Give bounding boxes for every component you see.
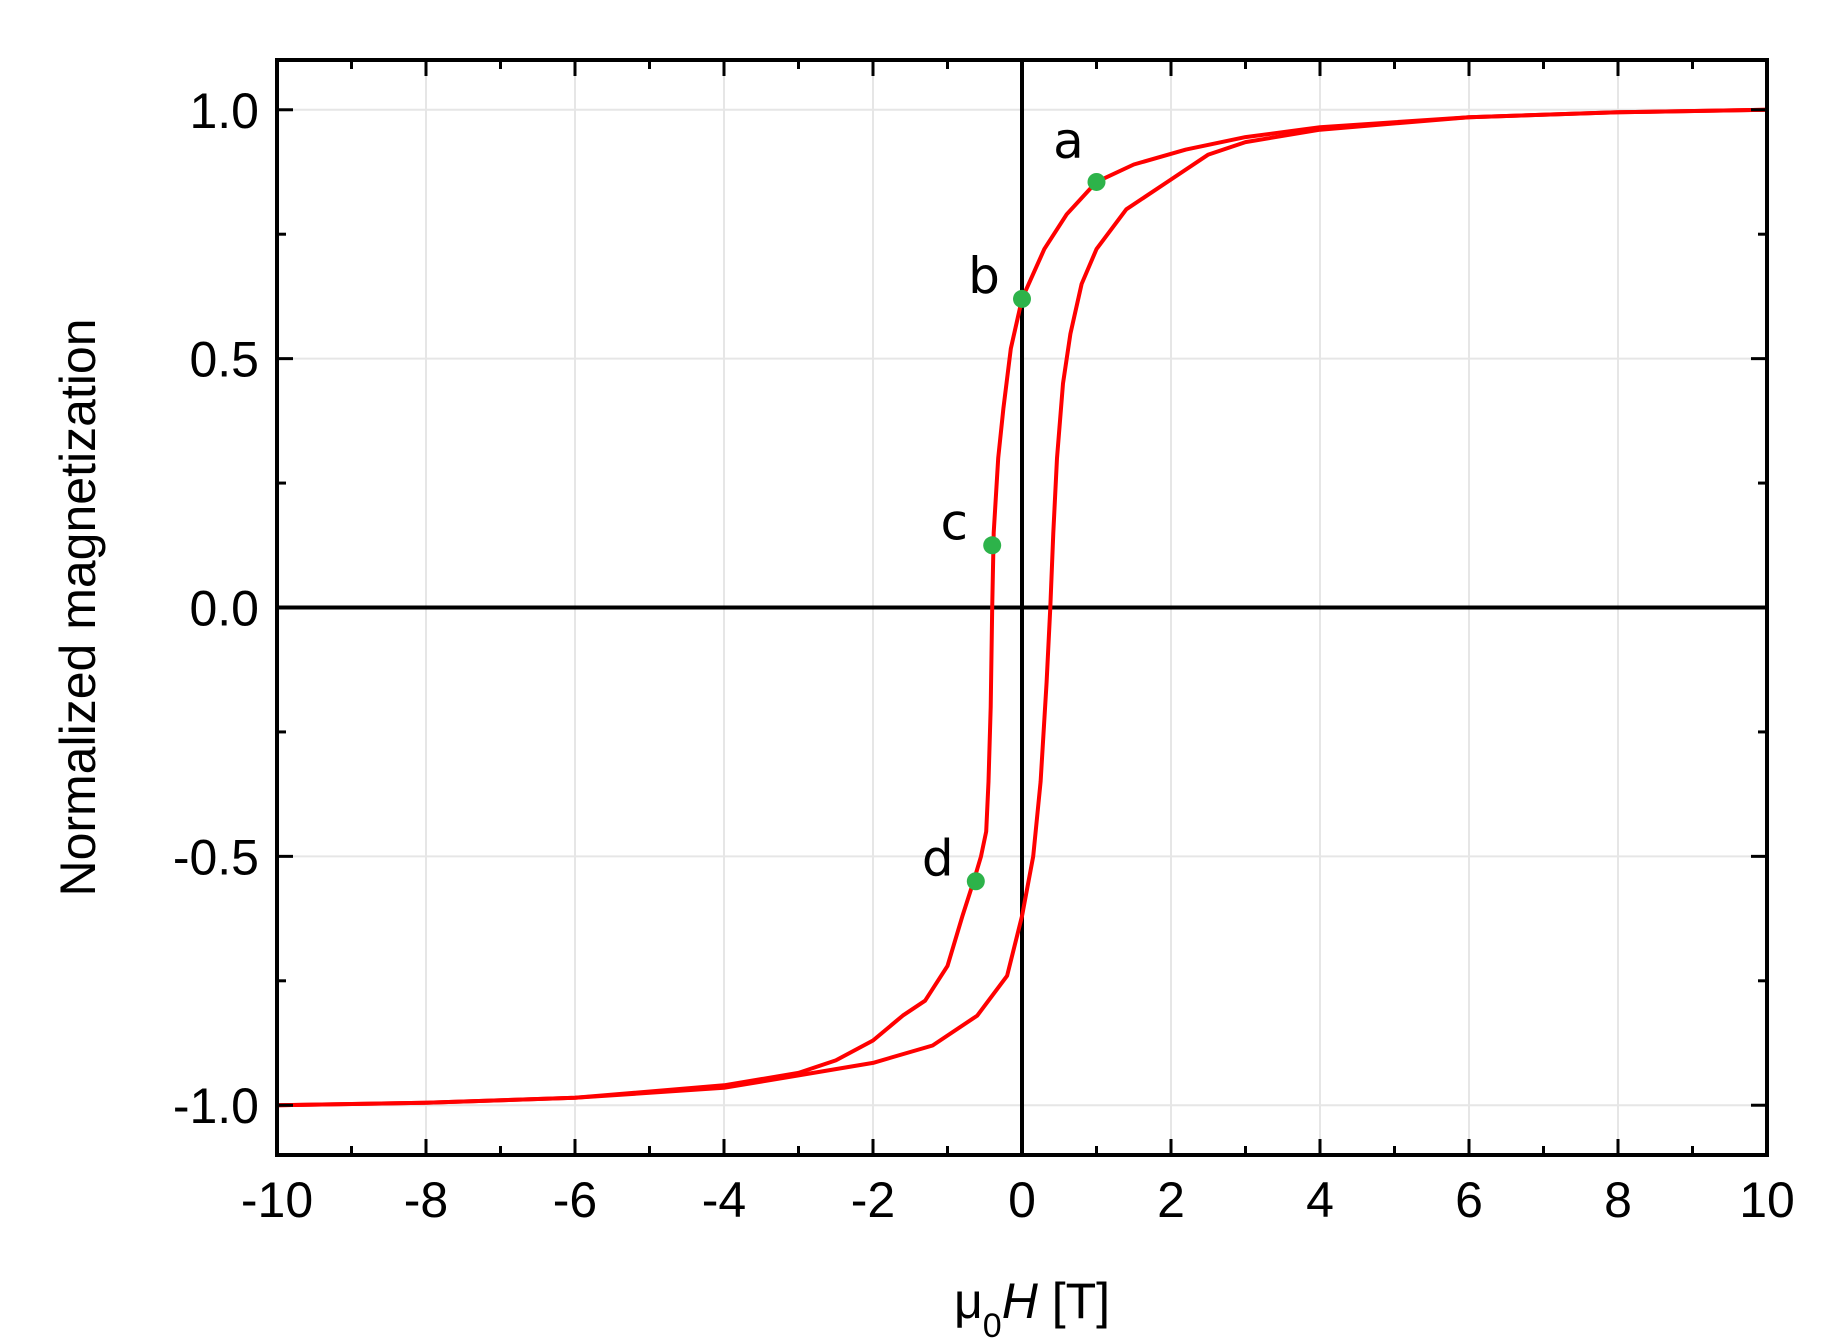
x-tick-label: 10 [1739, 1172, 1795, 1228]
point-d-marker [966, 872, 985, 891]
point-c-label: c [940, 493, 968, 551]
x-axis-title-prefix: μ [954, 1273, 983, 1329]
y-tick-labels: -1.0 -0.5 0.0 0.5 1.0 [173, 83, 259, 1134]
x-tick-label: -10 [241, 1172, 313, 1228]
y-axis-title: Normalized magnetization [50, 318, 106, 896]
point-c-marker [983, 536, 1002, 555]
zero-lines [277, 60, 1767, 1155]
y-tick-label: 0.0 [189, 581, 259, 637]
point-b-marker [1013, 289, 1031, 308]
x-tick-label: -2 [851, 1172, 895, 1228]
x-tick-label: 6 [1455, 1172, 1483, 1228]
y-tick-label: 0.5 [189, 332, 259, 388]
y-tick-label: -0.5 [173, 829, 259, 885]
x-tick-label: -8 [404, 1172, 448, 1228]
y-tick-label: -1.0 [173, 1078, 259, 1134]
hysteresis-branch-2 [276, 107, 1768, 1108]
x-tick-label: -6 [553, 1172, 597, 1228]
x-tick-label: -4 [702, 1172, 746, 1228]
x-axis-title: μ0H [T] [954, 1273, 1110, 1344]
x-tick-label: 4 [1306, 1172, 1334, 1228]
point-d-label: d [922, 829, 954, 887]
point-b-label: b [968, 247, 1000, 305]
x-tick-labels: -10 -8 -6 -4 -2 0 2 4 6 8 10 [241, 1172, 1795, 1228]
x-tick-label: 8 [1604, 1172, 1632, 1228]
hysteresis-branch-1 [276, 107, 1768, 1108]
x-tick-label: 0 [1008, 1172, 1036, 1228]
point-a-marker [1087, 172, 1106, 191]
x-tick-label: 2 [1157, 1172, 1185, 1228]
marked-points: a b c d [922, 112, 1106, 891]
point-a-label: a [1053, 112, 1084, 170]
x-axis-title-subscript: 0 [983, 1307, 1002, 1344]
x-axis-title-variable: H [1002, 1273, 1039, 1329]
axis-ticks [275, 60, 1769, 1155]
hysteresis-curves [276, 107, 1768, 1108]
x-axis-title-unit: [T] [1038, 1273, 1110, 1329]
y-tick-label: 1.0 [189, 83, 259, 139]
